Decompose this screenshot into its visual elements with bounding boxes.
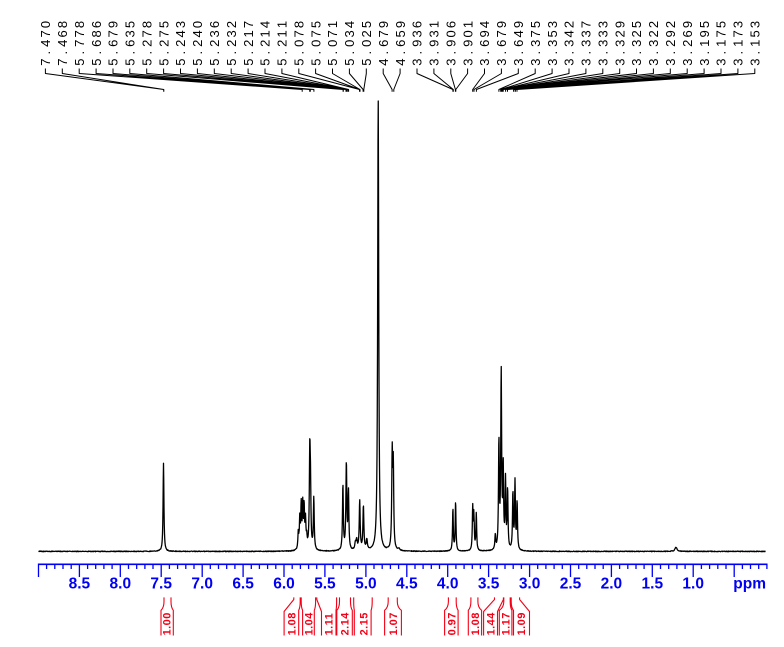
- svg-text:1.08: 1.08: [287, 612, 299, 635]
- svg-text:1.11: 1.11: [324, 613, 336, 636]
- svg-text:8.5: 8.5: [69, 576, 91, 593]
- svg-text:2.14: 2.14: [340, 612, 352, 636]
- svg-text:2.15: 2.15: [359, 612, 371, 635]
- svg-text:5.686: 5.686: [89, 21, 104, 66]
- svg-text:6.5: 6.5: [232, 576, 254, 593]
- svg-text:ppm: ppm: [733, 576, 766, 593]
- svg-text:3.173: 3.173: [731, 21, 746, 66]
- svg-text:5.217: 5.217: [241, 21, 256, 66]
- svg-text:3.0: 3.0: [519, 576, 541, 593]
- svg-text:1.5: 1.5: [642, 576, 664, 593]
- svg-text:4.0: 4.0: [437, 576, 459, 593]
- svg-text:7.470: 7.470: [38, 21, 53, 66]
- svg-text:5.211: 5.211: [275, 21, 290, 66]
- svg-text:3.325: 3.325: [629, 21, 644, 66]
- svg-text:5.025: 5.025: [359, 21, 374, 66]
- svg-text:3.333: 3.333: [596, 21, 611, 66]
- svg-text:3.906: 3.906: [444, 21, 459, 66]
- svg-text:5.679: 5.679: [106, 21, 121, 66]
- svg-text:3.649: 3.649: [511, 21, 526, 66]
- svg-text:5.5: 5.5: [314, 576, 336, 593]
- svg-text:1.09: 1.09: [516, 612, 528, 635]
- svg-text:8.0: 8.0: [110, 576, 132, 593]
- svg-text:3.195: 3.195: [697, 21, 712, 66]
- svg-text:7.468: 7.468: [55, 21, 70, 66]
- svg-text:3.322: 3.322: [646, 21, 661, 66]
- svg-text:3.292: 3.292: [663, 21, 678, 66]
- svg-text:3.337: 3.337: [579, 21, 594, 66]
- svg-text:5.034: 5.034: [342, 21, 357, 66]
- svg-text:3.694: 3.694: [477, 21, 492, 66]
- svg-text:3.353: 3.353: [545, 21, 560, 66]
- svg-text:5.236: 5.236: [207, 21, 222, 66]
- svg-text:1.04: 1.04: [304, 612, 316, 636]
- svg-text:7.5: 7.5: [150, 576, 172, 593]
- svg-text:5.232: 5.232: [224, 21, 239, 66]
- svg-text:4.5: 4.5: [396, 576, 418, 593]
- svg-text:3.936: 3.936: [410, 21, 425, 66]
- svg-text:0.97: 0.97: [446, 612, 458, 635]
- svg-text:7.0: 7.0: [191, 576, 213, 593]
- svg-text:5.0: 5.0: [355, 576, 377, 593]
- svg-text:1.44: 1.44: [486, 612, 498, 636]
- svg-text:3.175: 3.175: [714, 21, 729, 66]
- svg-text:3.269: 3.269: [680, 21, 695, 66]
- svg-text:3.153: 3.153: [748, 21, 763, 66]
- svg-text:5.275: 5.275: [156, 21, 171, 66]
- svg-text:6.0: 6.0: [273, 576, 295, 593]
- svg-text:3.901: 3.901: [460, 21, 475, 66]
- svg-text:3.679: 3.679: [494, 21, 509, 66]
- svg-text:5.214: 5.214: [258, 21, 273, 66]
- svg-text:2.0: 2.0: [601, 576, 623, 593]
- svg-text:5.240: 5.240: [190, 21, 205, 66]
- svg-text:3.5: 3.5: [478, 576, 500, 593]
- svg-text:5.078: 5.078: [291, 21, 306, 66]
- svg-text:1.07: 1.07: [388, 612, 400, 635]
- svg-text:3.375: 3.375: [528, 21, 543, 66]
- svg-text:5.071: 5.071: [325, 21, 340, 66]
- svg-text:4.679: 4.679: [376, 21, 391, 66]
- svg-text:3.342: 3.342: [562, 21, 577, 66]
- svg-text:1.17: 1.17: [501, 612, 513, 635]
- svg-text:1.0: 1.0: [682, 576, 704, 593]
- svg-text:2.5: 2.5: [560, 576, 582, 593]
- svg-text:5.635: 5.635: [123, 21, 138, 66]
- svg-text:1.00: 1.00: [162, 612, 174, 635]
- svg-text:3.329: 3.329: [612, 21, 627, 66]
- svg-text:1.08: 1.08: [470, 612, 482, 635]
- svg-text:4.659: 4.659: [393, 21, 408, 66]
- svg-text:5.243: 5.243: [173, 21, 188, 66]
- svg-text:3.931: 3.931: [427, 21, 442, 66]
- svg-text:5.075: 5.075: [308, 21, 323, 66]
- svg-text:5.778: 5.778: [72, 21, 87, 66]
- svg-text:5.278: 5.278: [139, 21, 154, 66]
